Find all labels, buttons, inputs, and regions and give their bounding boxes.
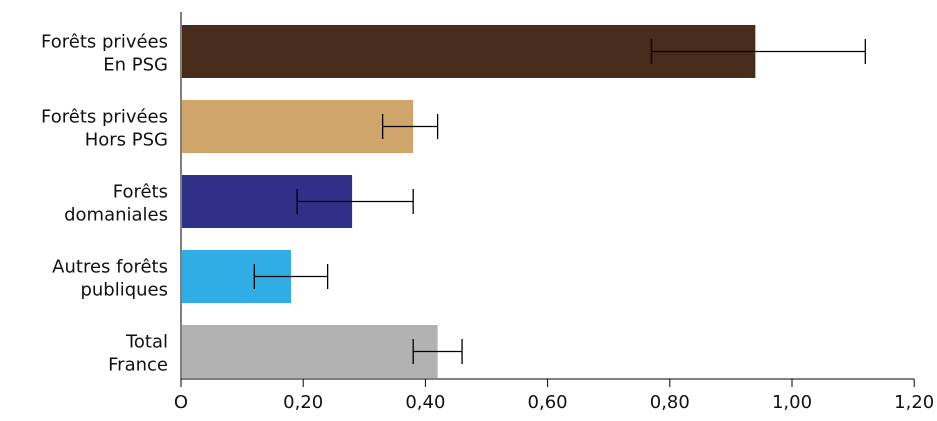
category-label-2-line-1: domaniales [64,205,168,226]
category-label-4-line-0: Total [125,332,168,353]
x-axis-ticks: O 0,20 0,40 0,60 0,80 1,00 1,20 [174,379,934,413]
x-tick-label-4: 0,80 [650,392,690,413]
category-label-3: Autres forêts publiques [52,257,168,301]
category-label-1-line-1: Hors PSG [85,130,168,151]
x-tick-label-6: 1,20 [894,392,934,413]
category-label-1-line-0: Forêts privées [41,107,168,128]
category-label-4-line-1: France [108,355,168,376]
category-label-2: Forêts domaniales [64,182,168,226]
error-bars-group [253,39,866,364]
x-tick-label-1: 0,20 [283,392,323,413]
category-label-0: Forêts privées En PSG [41,32,168,76]
category-label-2-line-0: Forêts [113,182,168,203]
bars-group [182,25,756,378]
category-label-3-line-1: publiques [80,280,168,301]
category-label-1: Forêts privées Hors PSG [41,107,168,151]
error-bar-0 [650,39,866,64]
category-label-0-line-1: En PSG [103,55,168,76]
x-tick-label-3: 0,60 [528,392,568,413]
category-label-4: Total France [108,332,168,376]
error-bar-2 [296,189,414,214]
category-label-0-line-0: Forêts privées [41,32,168,53]
category-label-3-line-0: Autres forêts [52,257,168,278]
bar-4 [182,325,438,378]
error-bar-3 [253,264,329,289]
x-tick-label-5: 1,00 [772,392,812,413]
x-tick-label-2: 0,40 [405,392,445,413]
error-bar-4 [412,339,463,364]
x-tick-label-0: O [174,392,188,413]
bar-1 [182,100,414,153]
error-bar-1 [381,114,439,139]
